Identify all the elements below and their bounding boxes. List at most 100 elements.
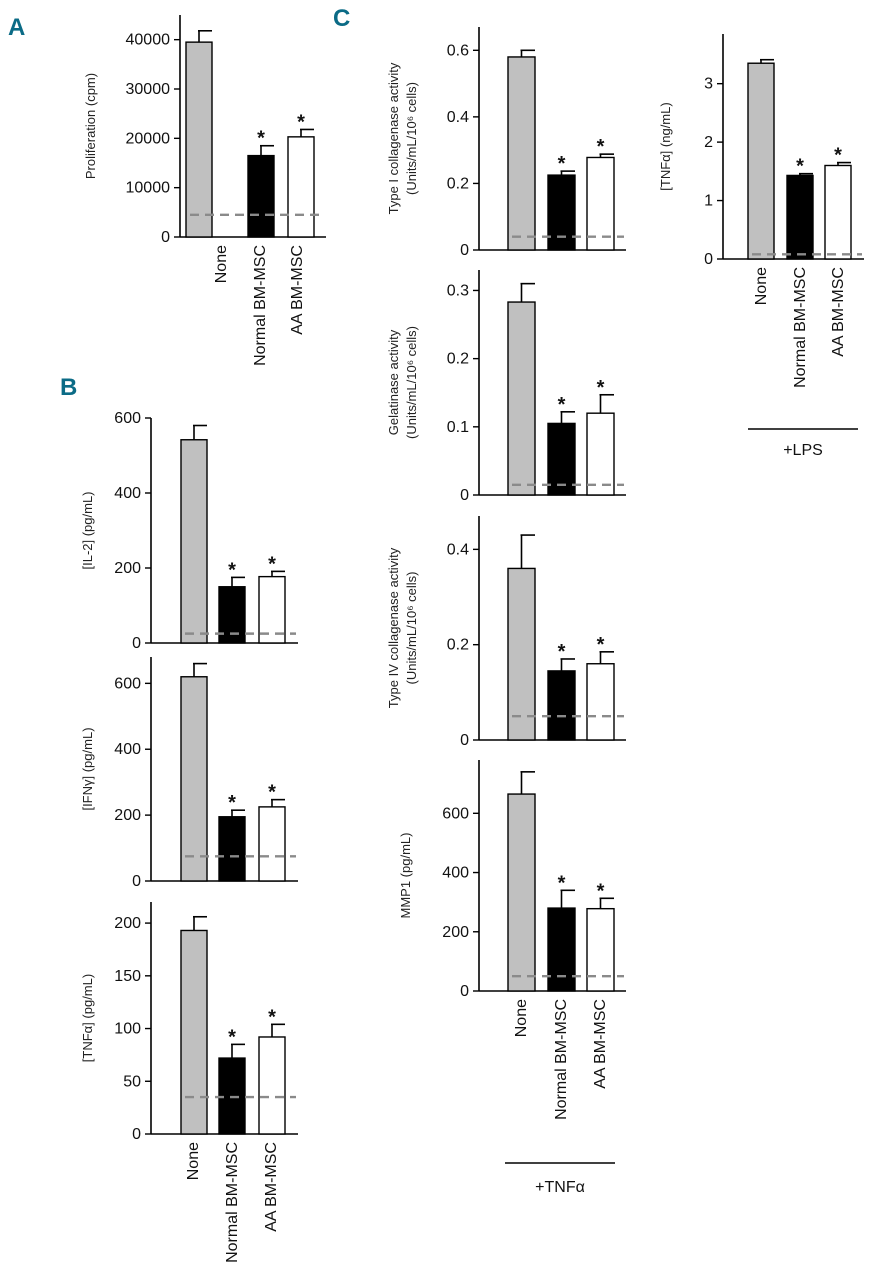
significance-star: * xyxy=(228,559,236,581)
bar-none xyxy=(180,676,208,882)
y-tick-label: 10000 xyxy=(126,180,171,197)
chart-type4-collagenase: 0 0.2 0.4 Type IV collagenase activity (Unit… xyxy=(386,516,626,749)
y-tick-label: 0 xyxy=(460,983,469,1000)
y-axis-label: [TNFα] (pg/mL) xyxy=(80,974,95,1062)
y-tick-label: 200 xyxy=(114,915,141,932)
category-label-none: None xyxy=(185,1142,202,1180)
y-tick-label: 0 xyxy=(132,635,141,652)
y-tick-label: 400 xyxy=(114,485,141,502)
bar-aa-bm-msc xyxy=(258,575,286,644)
y-tick-label: 200 xyxy=(442,924,469,941)
y-tick-label: 0.4 xyxy=(447,541,469,558)
group-label-lps: +LPS xyxy=(783,442,823,459)
significance-star: * xyxy=(268,553,276,575)
bar-normal-bm-msc xyxy=(547,907,576,992)
significance-star: * xyxy=(558,394,566,416)
significance-star: * xyxy=(228,792,236,814)
bar-none xyxy=(507,567,536,741)
significance-star: * xyxy=(796,156,804,178)
y-tick-label: 100 xyxy=(114,1021,141,1038)
y-tick-label: 0.2 xyxy=(447,637,469,654)
category-labels: None Normal BM-MSC AA BM-MSC None Normal BM-… xyxy=(185,245,847,1263)
y-tick-label: 150 xyxy=(114,968,141,985)
y-tick-label: 2 xyxy=(704,134,713,151)
significance-star: * xyxy=(268,782,276,804)
category-label-normal-bm-msc: Normal BM-MSC xyxy=(792,267,809,388)
y-tick-label: 200 xyxy=(114,807,141,824)
significance-star: * xyxy=(558,153,566,175)
y-tick-label: 200 xyxy=(114,560,141,577)
y-axis-label: [IFNγ] (pg/mL) xyxy=(80,727,95,810)
y-tick-label: 30000 xyxy=(126,81,171,98)
y-tick-label: 0 xyxy=(704,251,713,268)
chart-il2: 0 200 400 600 [IL-2] (pg/mL) * * xyxy=(80,410,298,652)
y-axis-label-units: (Units/mL/10⁶ cells) xyxy=(404,82,419,195)
y-axis-label: Gelatinase activity xyxy=(386,329,401,435)
significance-star: * xyxy=(268,1006,276,1028)
y-tick-label: 600 xyxy=(114,410,141,427)
chart-tnfa-ngml: 0 1 2 3 [TNFα] (ng/mL) * * xyxy=(658,34,864,268)
y-tick-label: 0 xyxy=(132,873,141,890)
category-label-aa-bm-msc: AA BM-MSC xyxy=(263,1142,280,1232)
bar-aa-bm-msc xyxy=(586,907,615,992)
category-label-none: None xyxy=(753,267,770,305)
significance-star: * xyxy=(297,111,305,133)
bar-normal-bm-msc xyxy=(547,670,576,741)
bar-normal-bm-msc xyxy=(547,174,576,251)
significance-star: * xyxy=(597,377,605,399)
bar-aa-bm-msc xyxy=(586,663,615,741)
bar-aa-bm-msc xyxy=(586,412,615,496)
bar-normal-bm-msc xyxy=(218,816,246,882)
y-axis-label-units: (Units/mL/10⁶ cells) xyxy=(404,572,419,685)
y-tick-label: 400 xyxy=(442,865,469,882)
y-tick-label: 0 xyxy=(460,487,469,504)
panel-label-c: C xyxy=(333,5,350,32)
significance-star: * xyxy=(597,880,605,902)
significance-star: * xyxy=(597,634,605,656)
chart-mmp1: 0 200 400 600 MMP1 (pg/mL) * * xyxy=(398,760,626,1000)
bar-aa-bm-msc xyxy=(586,156,615,251)
y-tick-label: 0 xyxy=(460,732,469,749)
y-tick-label: 600 xyxy=(442,805,469,822)
bar-none xyxy=(180,439,208,644)
y-tick-label: 0.3 xyxy=(447,282,469,299)
chart-tnfa-pgml: 0 50 100 150 200 [TNFα] (pg/mL) * * xyxy=(80,902,298,1143)
bar-none xyxy=(507,301,536,496)
bar-aa-bm-msc xyxy=(258,806,286,882)
chart-type1-collagenase: 0 0.2 0.4 0.6 Type I collagenase activity (Un… xyxy=(386,27,626,259)
y-tick-label: 0.1 xyxy=(447,419,469,436)
y-axis-label: MMP1 (pg/mL) xyxy=(398,833,413,919)
y-tick-label: 0.6 xyxy=(447,42,469,59)
y-tick-label: 3 xyxy=(704,76,713,93)
y-tick-label: 600 xyxy=(114,675,141,692)
y-axis-label: Proliferation (cpm) xyxy=(83,73,98,179)
y-tick-label: 0.4 xyxy=(447,109,469,126)
significance-star: * xyxy=(834,145,842,167)
bar-normal-bm-msc xyxy=(786,174,814,260)
y-axis-label: Type IV collagenase activity xyxy=(386,547,401,708)
bar-aa-bm-msc xyxy=(287,136,315,238)
y-axis-label: [TNFα] (ng/mL) xyxy=(658,102,673,190)
category-label-aa-bm-msc: AA BM-MSC xyxy=(830,267,847,357)
panel-label-a: A xyxy=(8,14,25,41)
chart-gelatinase: 0 0.1 0.2 0.3 Gelatinase activity (Units/mL/1… xyxy=(386,270,626,504)
bar-aa-bm-msc xyxy=(824,164,852,260)
y-axis-label-units: (Units/mL/10⁶ cells) xyxy=(404,326,419,439)
significance-star: * xyxy=(597,136,605,158)
y-tick-label: 0.2 xyxy=(447,175,469,192)
category-label-aa-bm-msc: AA BM-MSC xyxy=(289,245,306,335)
panel-label-b: B xyxy=(60,374,77,401)
y-tick-label: 400 xyxy=(114,741,141,758)
category-label-normal-bm-msc: Normal BM-MSC xyxy=(553,999,570,1120)
significance-star: * xyxy=(558,641,566,663)
significance-star: * xyxy=(257,128,265,150)
y-tick-label: 20000 xyxy=(126,130,171,147)
y-tick-label: 1 xyxy=(704,193,713,210)
category-label-normal-bm-msc: Normal BM-MSC xyxy=(224,1142,241,1263)
category-label-normal-bm-msc: Normal BM-MSC xyxy=(252,245,269,366)
y-axis-label: Type I collagenase activity xyxy=(386,62,401,214)
category-label-aa-bm-msc: AA BM-MSC xyxy=(592,999,609,1089)
bar-none xyxy=(747,62,775,260)
group-label-tnf: +TNFα xyxy=(535,1179,585,1196)
y-tick-label: 0.2 xyxy=(447,351,469,368)
